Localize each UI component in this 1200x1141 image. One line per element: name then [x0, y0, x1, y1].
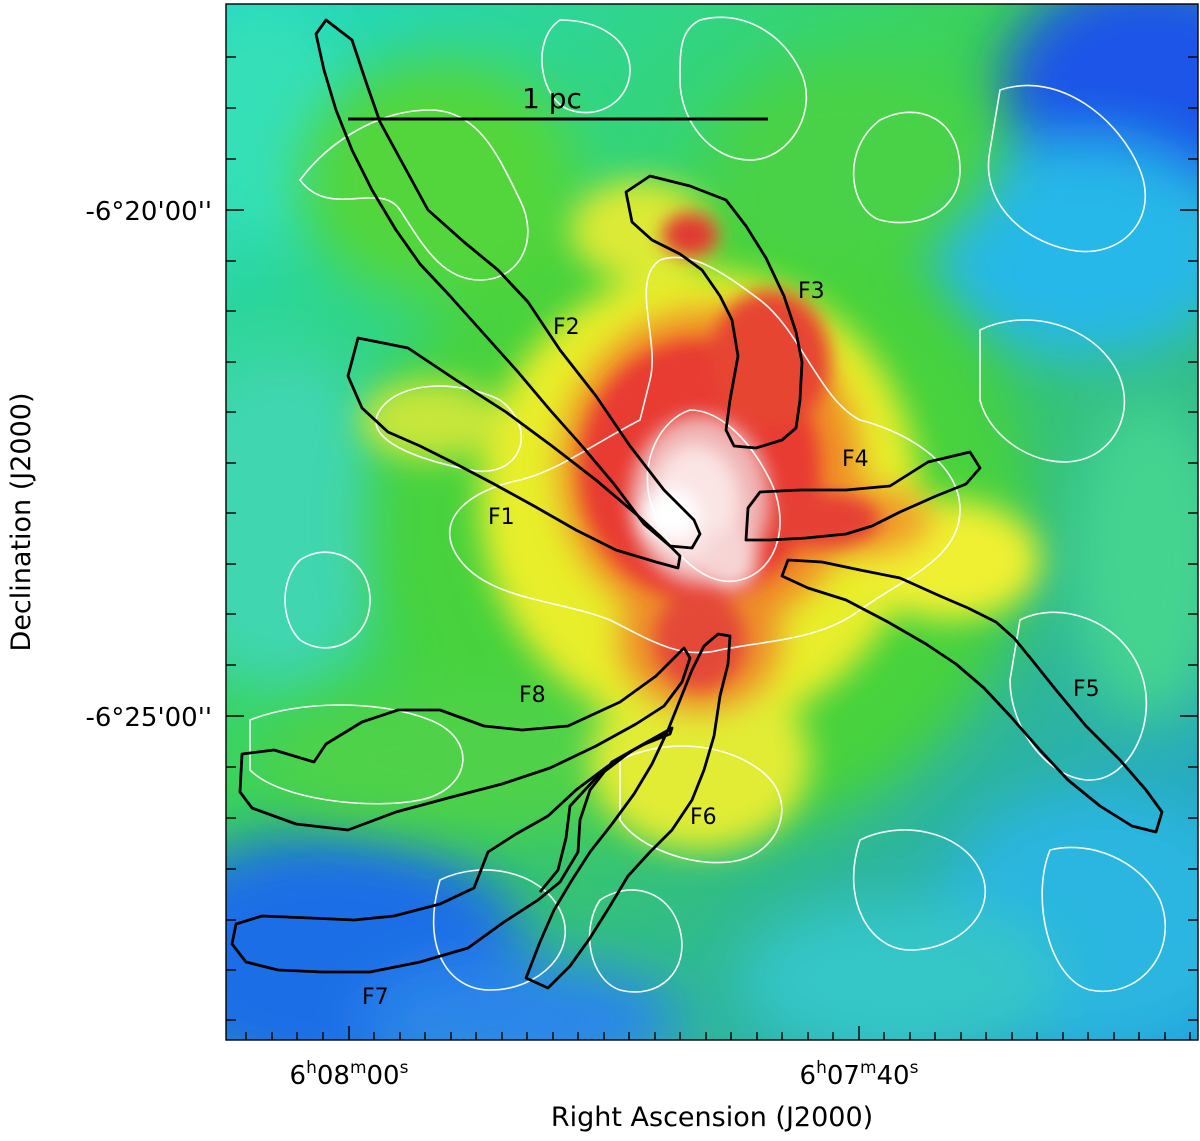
- filament-label-f6: F6: [690, 805, 717, 830]
- filament-label-f7: F7: [362, 985, 389, 1010]
- filament-outlines: [230, 18, 1164, 990]
- contours: [249, 16, 1166, 993]
- x-tick-label-0: 6h08m00s: [290, 1058, 409, 1091]
- filament-label-f2: F2: [553, 315, 580, 340]
- y-tick-label-1: -6°25'00'': [85, 703, 212, 733]
- filament-label-f3: F3: [798, 279, 825, 304]
- filament-f3-outline: [624, 174, 804, 450]
- filament-f2-outline: [314, 18, 702, 550]
- axis-ticks: [226, 56, 1198, 1040]
- filament-f6-outline: [524, 632, 732, 990]
- filament-f1-outline: [346, 336, 682, 570]
- filament-f7-outline: [230, 726, 674, 974]
- filament-f4-outline: [744, 450, 982, 542]
- filament-label-f8: F8: [519, 683, 546, 708]
- scale-bar: 1 pc: [348, 82, 768, 121]
- filament-f8-outline: [238, 646, 692, 832]
- filament-labels: F1 F2 F3 F4 F5 F6 F7 F8: [362, 279, 1100, 1010]
- filament-f5-outline: [780, 558, 1164, 834]
- scale-bar-label: 1 pc: [522, 82, 582, 115]
- filament-f7-inner-line: [538, 728, 671, 893]
- filament-label-f5: F5: [1073, 677, 1100, 702]
- x-axis-title: Right Ascension (J2000): [551, 1102, 873, 1133]
- x-tick-label-1: 6h07m40s: [800, 1058, 919, 1091]
- intensity-map: [226, 4, 1198, 1040]
- plot-frame: [225, 3, 1199, 1041]
- y-tick-label-0: -6°20'00'': [85, 197, 212, 227]
- y-axis-title: Declination (J2000): [6, 393, 37, 652]
- filament-label-f1: F1: [488, 505, 515, 530]
- filament-label-f4: F4: [842, 447, 869, 472]
